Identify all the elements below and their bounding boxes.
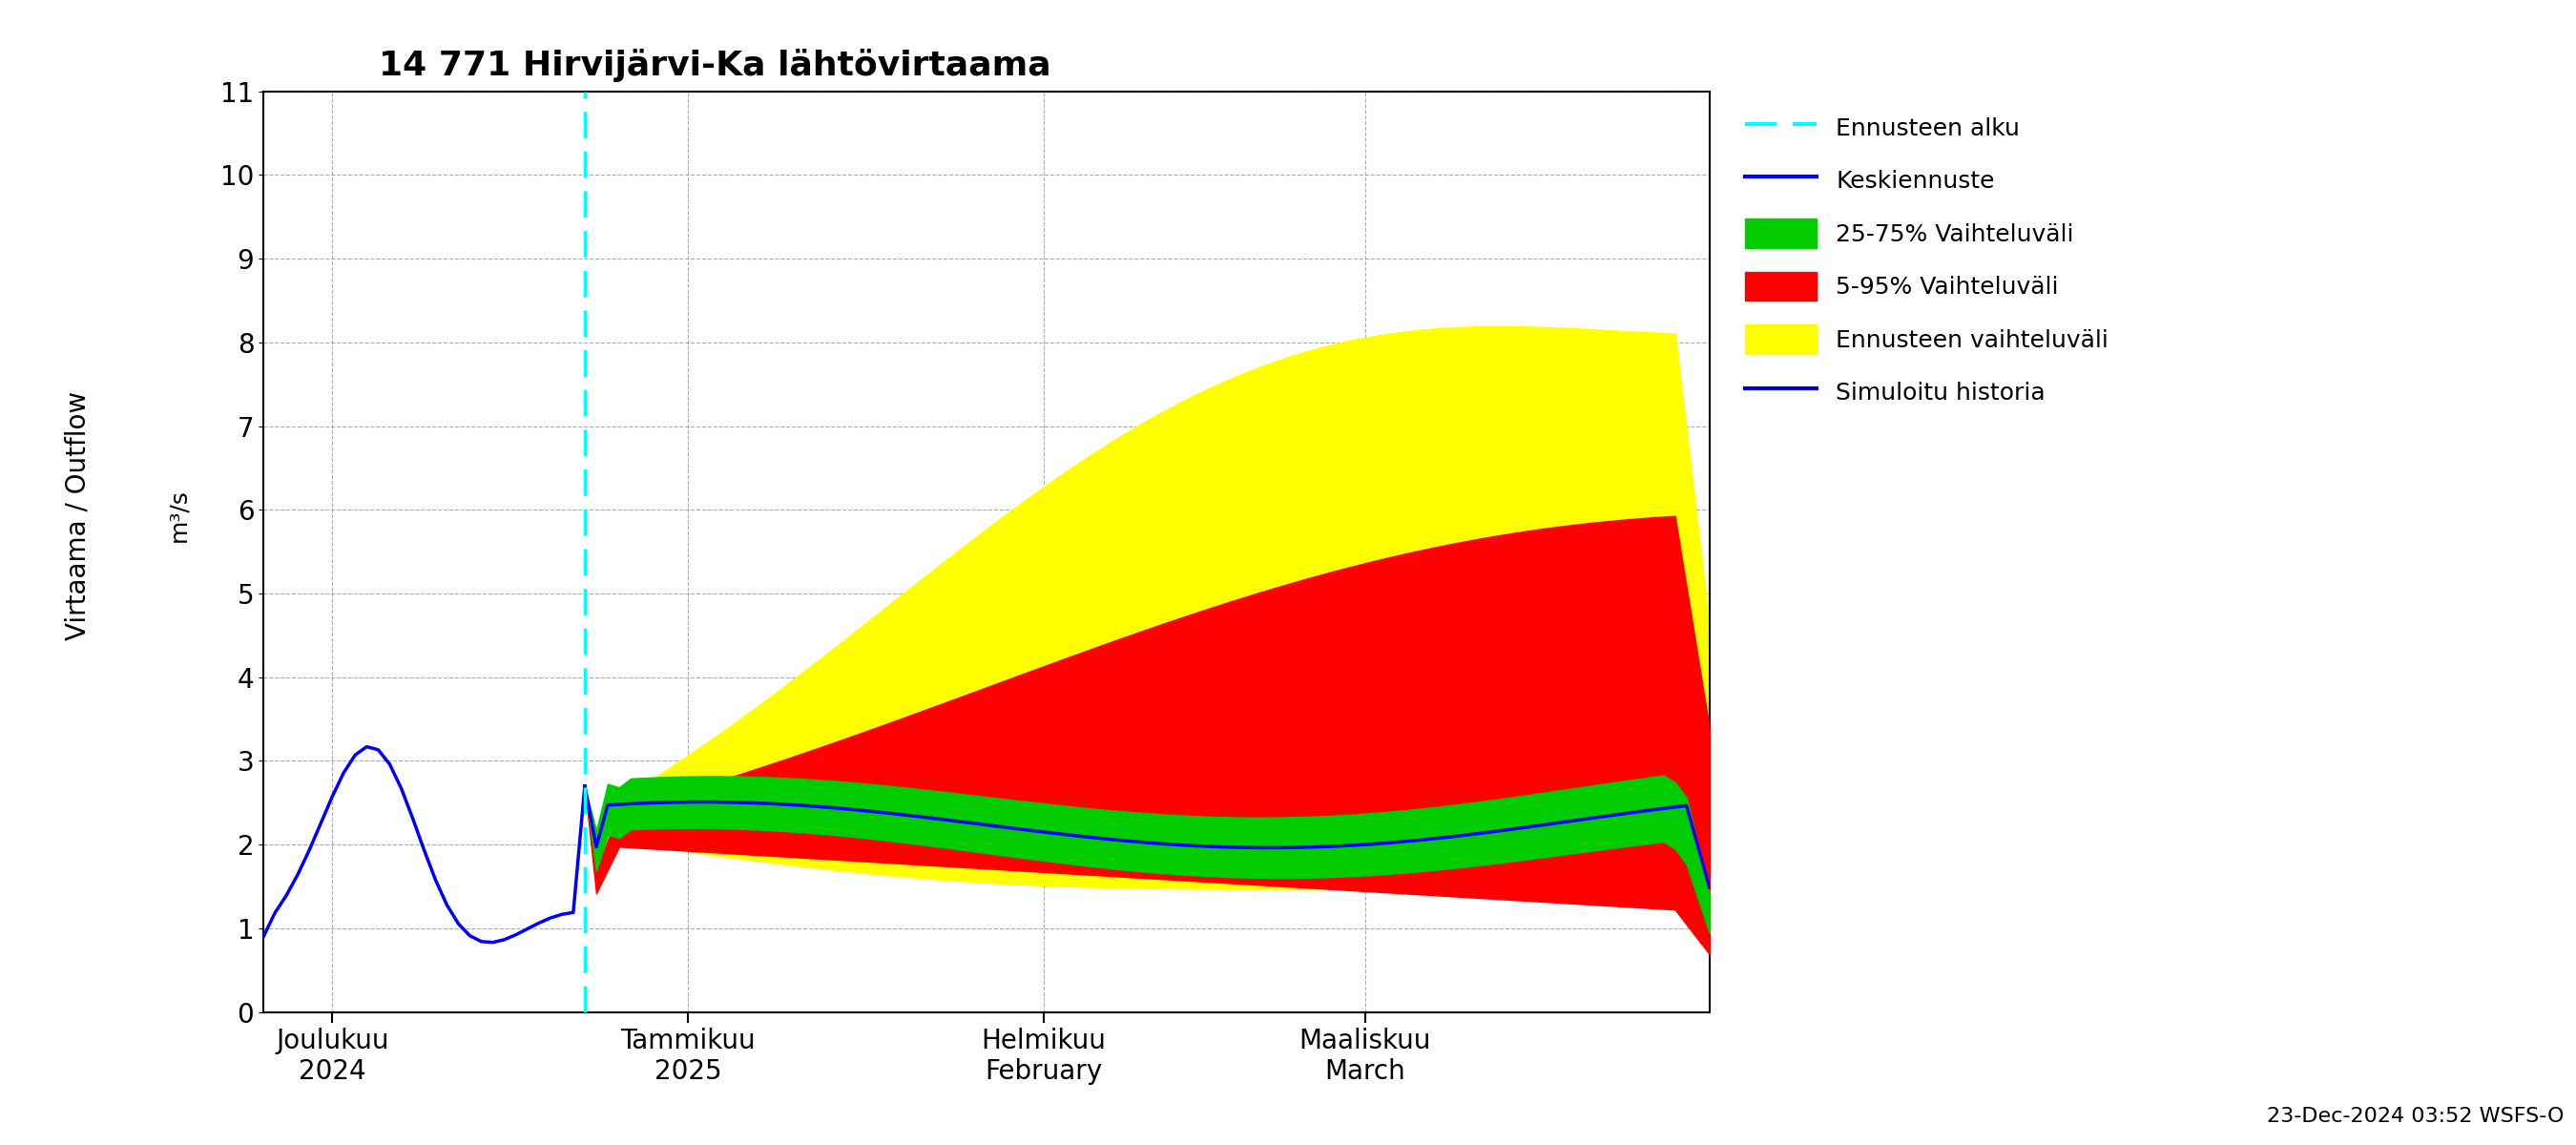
- Text: 23-Dec-2024 03:52 WSFS-O: 23-Dec-2024 03:52 WSFS-O: [2267, 1107, 2563, 1126]
- Text: Virtaama / Outflow: Virtaama / Outflow: [64, 390, 90, 640]
- Legend: Ennusteen alku, Keskiennuste, 25-75% Vaihteluväli, 5-95% Vaihteluväli, Ennusteen: Ennusteen alku, Keskiennuste, 25-75% Vai…: [1736, 103, 2117, 416]
- Text: 14 771 Hirvijärvi-Ka lähtövirtaama: 14 771 Hirvijärvi-Ka lähtövirtaama: [379, 48, 1051, 82]
- Text: m³/s: m³/s: [167, 489, 191, 542]
